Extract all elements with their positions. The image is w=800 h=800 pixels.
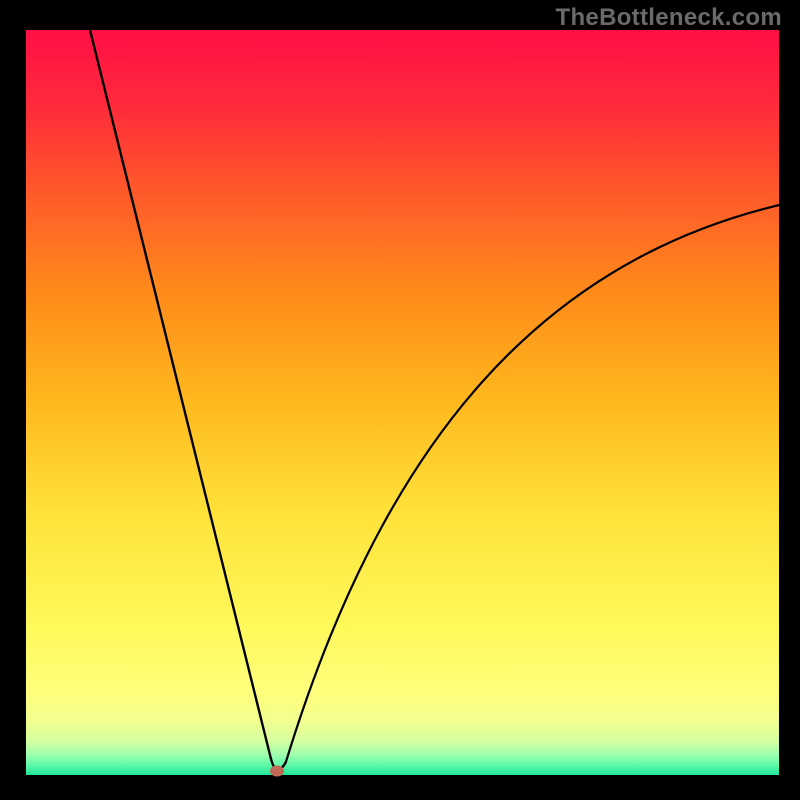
curve-right-arm	[286, 205, 779, 762]
plot-area	[26, 30, 779, 775]
curve-left-arm	[90, 30, 271, 758]
watermark-text: TheBottleneck.com	[556, 4, 782, 32]
curve-layer	[26, 30, 779, 775]
min-point-dot	[270, 765, 284, 776]
chart-frame: TheBottleneck.com	[0, 0, 800, 800]
